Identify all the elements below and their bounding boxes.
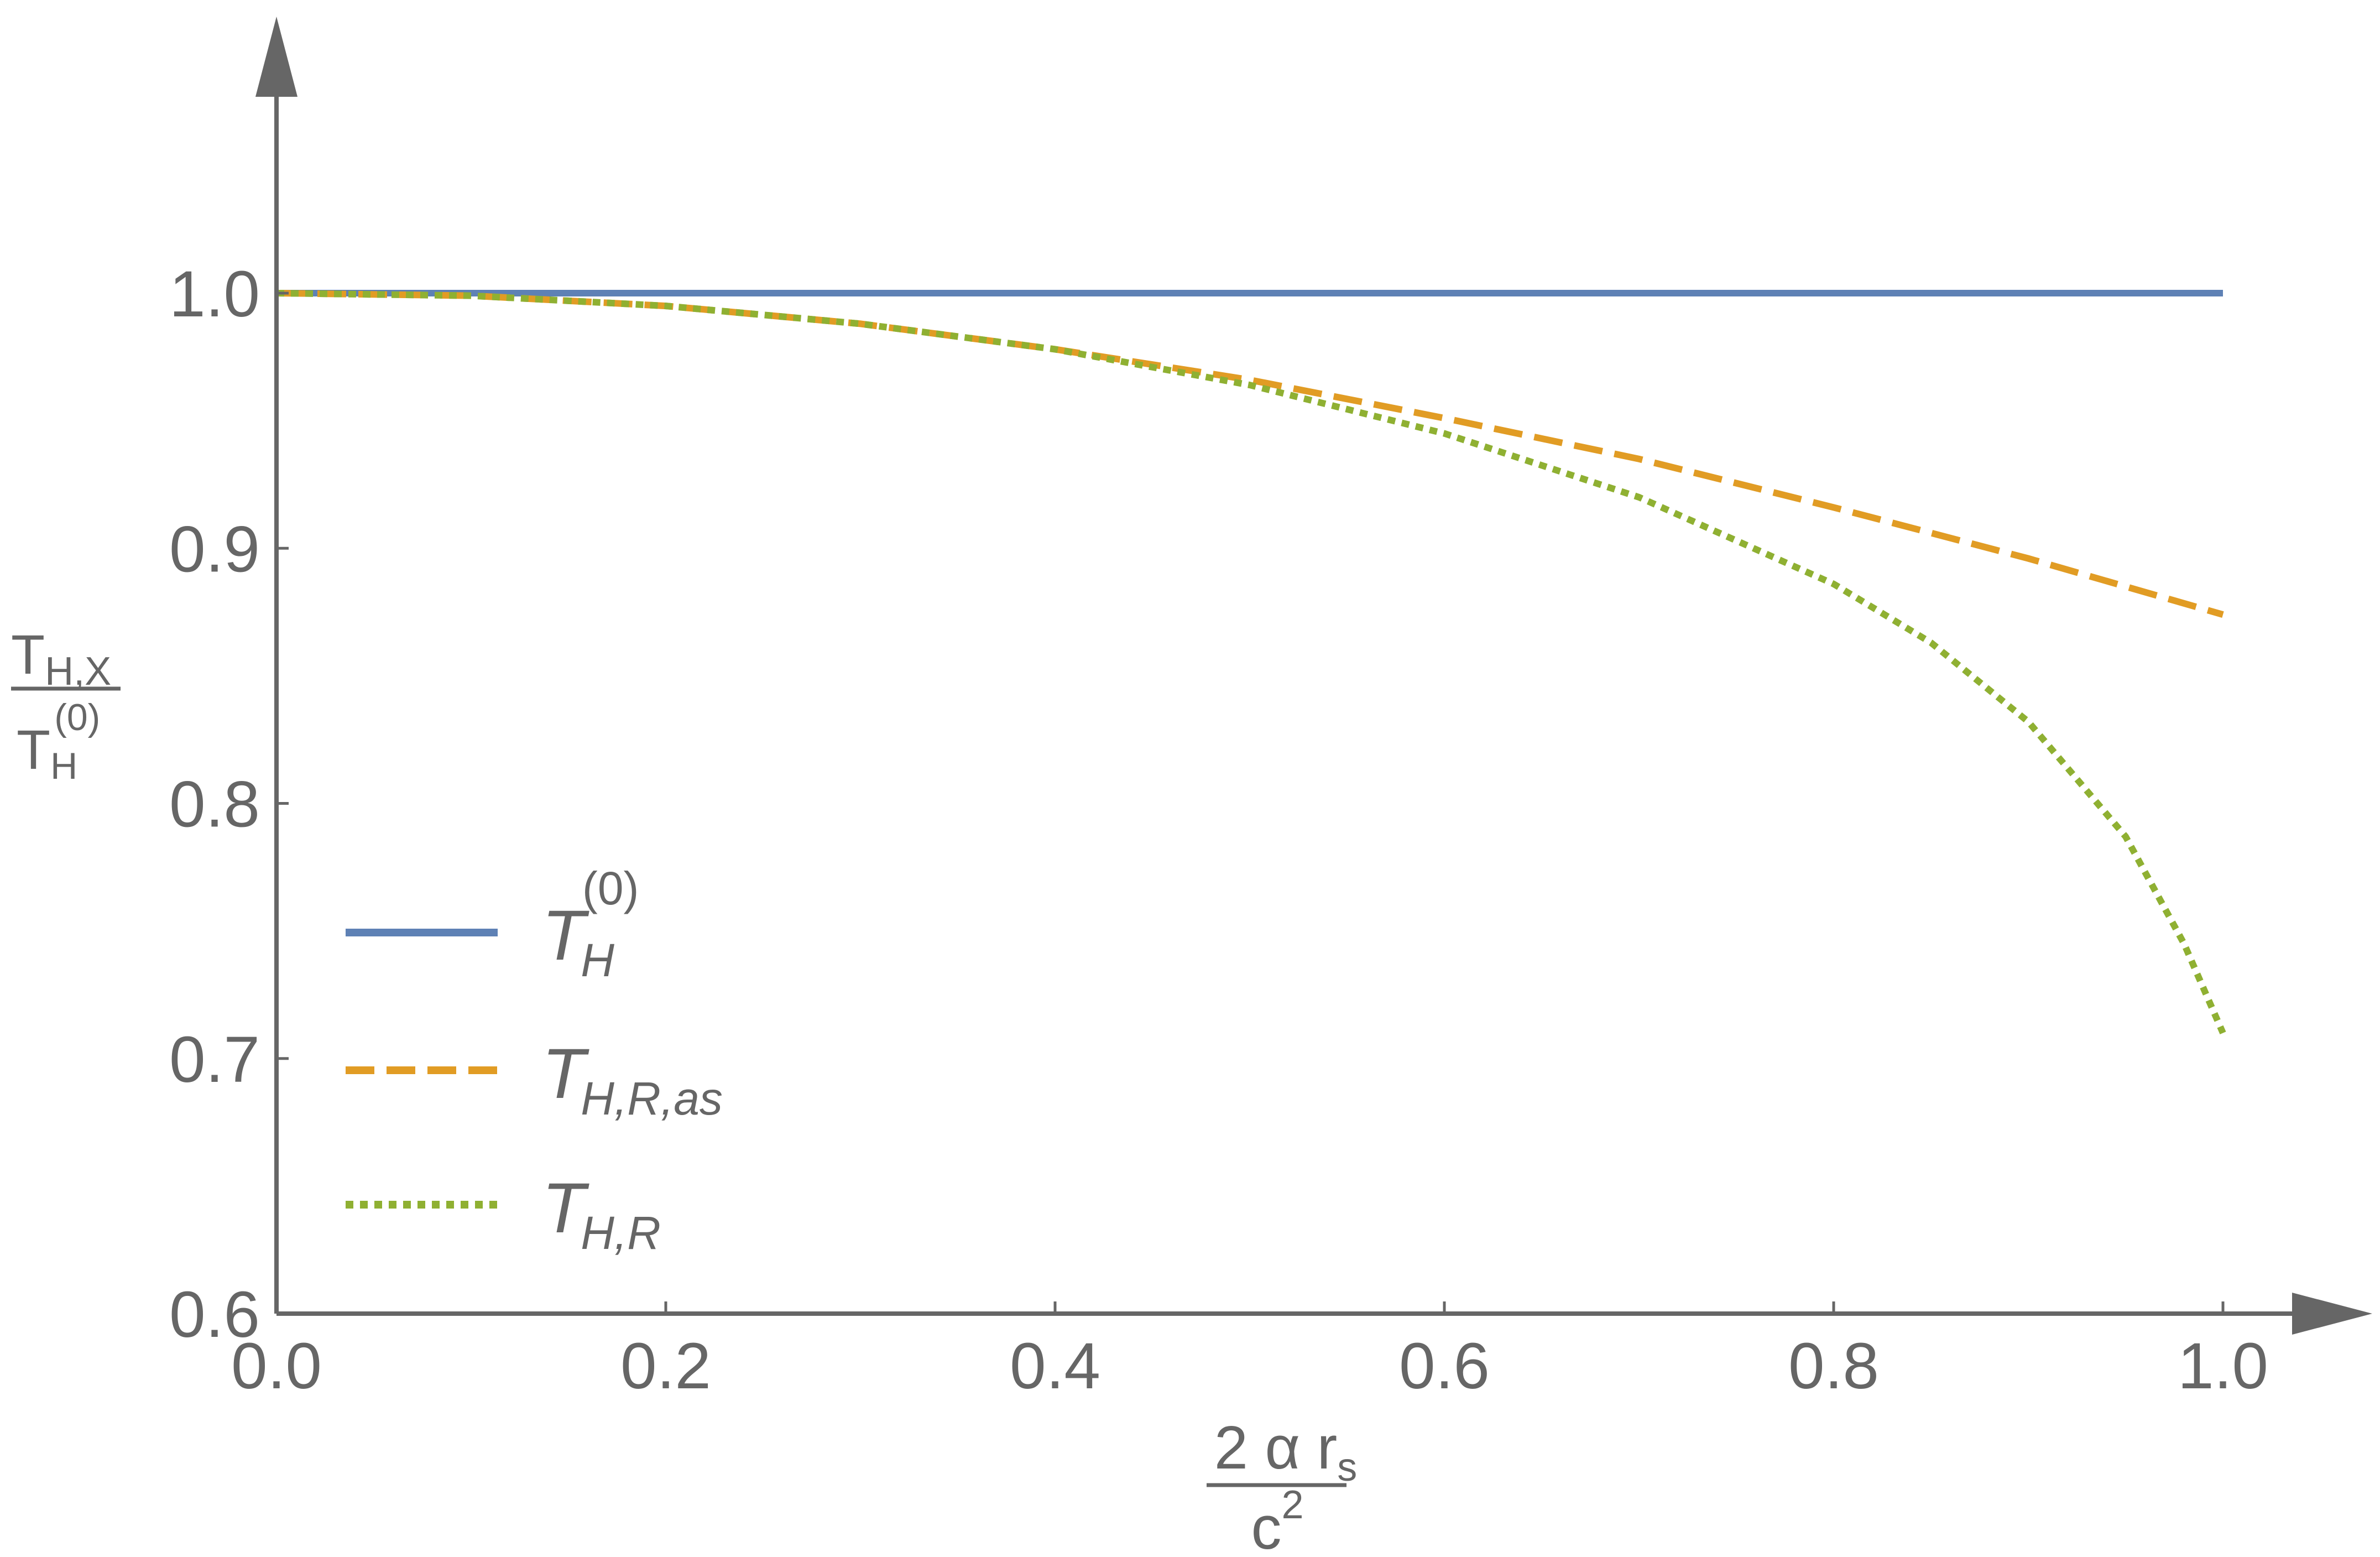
- x-tick-label: 1.0: [2178, 1330, 2268, 1403]
- x-tick-label: 0.6: [1399, 1330, 1490, 1403]
- y-axis-label: TH,X TH(0): [11, 624, 121, 787]
- y-tick-label: 0.9: [169, 513, 260, 586]
- x-tick-label: 0.0: [231, 1330, 322, 1403]
- y-label-denominator: TH(0): [17, 696, 100, 787]
- y-tick-label: 0.8: [169, 768, 260, 841]
- tick-labels: 0.0 0.2 0.4 0.6 0.8 1.0 0.6 0.7 0.8 0.9 1.0: [169, 258, 2268, 1403]
- x-axis-label: 2 α rs c2: [1207, 1414, 1357, 1557]
- y-axis-arrow: [255, 17, 298, 97]
- plot-area: [276, 290, 2226, 1034]
- legend-label-th0: TH(0): [542, 862, 639, 986]
- series-line-2: [276, 290, 2226, 1034]
- x-axis-arrow: [2292, 1293, 2372, 1335]
- series-line-1: [276, 290, 2224, 618]
- y-tick-label: 0.6: [169, 1278, 260, 1351]
- ticks: [275, 291, 2225, 1315]
- x-tick-label: 0.8: [1788, 1330, 1879, 1403]
- legend-label-thras: TH,R,as: [542, 1034, 723, 1124]
- y-tick-label: 1.0: [169, 258, 260, 331]
- x-label-numerator: 2 α rs: [1214, 1414, 1358, 1490]
- legend: TH(0) TH,R,as TH,R: [346, 862, 723, 1259]
- y-label-numerator: TH,X: [11, 624, 111, 694]
- x-tick-label: 0.2: [620, 1330, 711, 1403]
- x-label-denominator: c2: [1251, 1483, 1303, 1557]
- y-tick-label: 0.7: [169, 1023, 260, 1096]
- legend-label-thr: TH,R: [542, 1169, 661, 1259]
- x-tick-label: 0.4: [1010, 1330, 1100, 1403]
